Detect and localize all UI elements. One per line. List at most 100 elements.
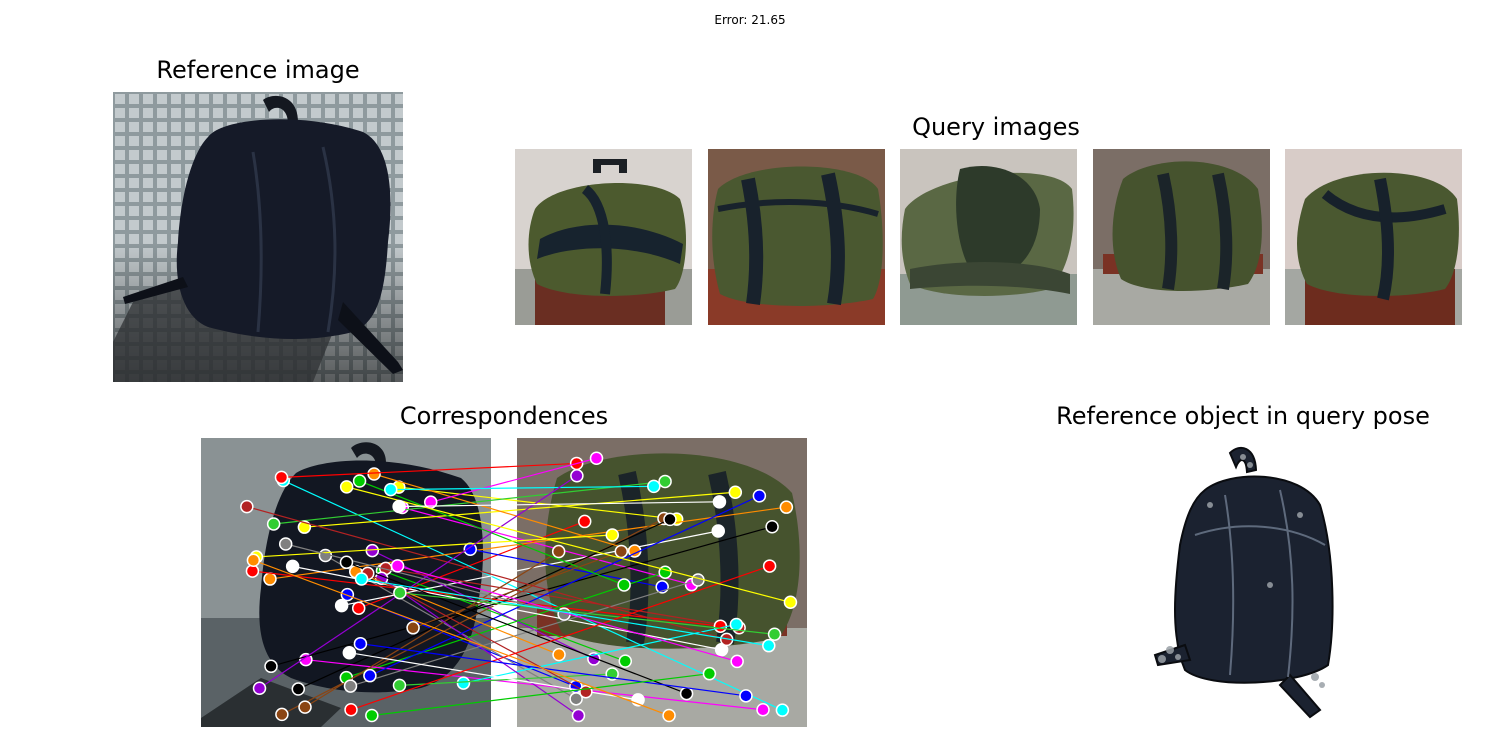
query-image-1[interactable] xyxy=(515,149,692,325)
keypoint-marker xyxy=(752,489,767,503)
match-line xyxy=(361,578,769,647)
keypoint-marker xyxy=(344,703,358,717)
keypoint-marker xyxy=(334,598,349,613)
keypoint-marker xyxy=(406,621,420,635)
keypoint-marker xyxy=(779,500,794,514)
keypoint-marker xyxy=(679,686,694,701)
keypoint-marker xyxy=(392,678,407,693)
keypoint-marker xyxy=(363,668,377,683)
query-image-3[interactable] xyxy=(900,149,1077,325)
match-line xyxy=(402,506,692,586)
keypoint-marker xyxy=(762,559,777,573)
match-line xyxy=(470,548,663,588)
match-line xyxy=(259,475,578,689)
match-line xyxy=(360,643,747,697)
keypoint-marker xyxy=(647,479,661,494)
keypoint-marker xyxy=(298,700,312,714)
keypoint-marker xyxy=(351,601,366,615)
match-line xyxy=(253,559,670,717)
pose-panel-title: Reference object in query pose xyxy=(1056,402,1430,430)
match-line xyxy=(256,534,613,558)
keypoint-marker xyxy=(711,524,725,538)
keypoint-marker xyxy=(240,499,254,514)
keypoint-marker xyxy=(577,514,592,529)
match-line xyxy=(350,579,699,687)
error-text: Error: 21.65 xyxy=(714,13,786,27)
reference-object-render xyxy=(1150,445,1340,720)
match-line xyxy=(430,457,597,503)
keypoint-marker xyxy=(614,544,629,559)
match-line xyxy=(283,479,783,711)
match-line xyxy=(246,506,727,640)
keypoint-marker xyxy=(275,707,289,722)
keypoint-marker xyxy=(266,517,281,531)
keypoint-marker xyxy=(579,684,593,699)
keypoint-marker xyxy=(353,636,368,651)
keypoint-marker xyxy=(728,485,743,500)
match-line xyxy=(399,501,720,508)
correspondences-title: Correspondences xyxy=(399,402,609,430)
match-line xyxy=(399,592,775,635)
query-image-4[interactable] xyxy=(1093,149,1270,325)
keypoint-marker xyxy=(739,689,753,703)
match-line xyxy=(285,543,565,615)
match-line xyxy=(350,565,770,711)
match-line xyxy=(382,570,626,662)
keypoint-marker xyxy=(569,692,583,706)
keypoint-marker xyxy=(339,555,354,570)
keypoint-marker xyxy=(278,537,293,551)
match-line xyxy=(369,495,760,677)
keypoint-marker xyxy=(299,652,313,667)
reference-image xyxy=(113,92,403,382)
keypoint-marker xyxy=(662,708,676,723)
keypoint-marker xyxy=(339,480,354,494)
keypoint-marker xyxy=(390,559,405,573)
keypoint-marker xyxy=(285,559,300,574)
query-image-2[interactable] xyxy=(708,149,885,325)
keypoint-marker xyxy=(663,512,677,527)
match-line xyxy=(397,565,738,663)
keypoint-marker xyxy=(658,474,672,489)
match-line xyxy=(346,561,687,695)
match-line xyxy=(399,673,613,686)
keypoint-marker xyxy=(762,638,776,653)
keypoint-marker xyxy=(551,544,566,559)
keypoint-marker xyxy=(691,573,705,587)
keypoint-marker xyxy=(342,645,357,660)
query-image-5[interactable] xyxy=(1285,149,1462,325)
keypoint-marker xyxy=(264,659,278,674)
keypoint-marker xyxy=(297,520,312,534)
reference-image-title: Reference image xyxy=(156,56,360,84)
keypoint-marker xyxy=(571,708,586,723)
match-line xyxy=(252,570,721,627)
match-line xyxy=(398,486,677,520)
keypoint-marker xyxy=(340,587,355,602)
keypoint-marker xyxy=(263,572,277,586)
keypoint-marker xyxy=(729,617,744,632)
keypoint-marker xyxy=(617,578,631,592)
keypoint-marker xyxy=(274,470,289,485)
keypoint-marker xyxy=(246,553,261,568)
keypoint-marker xyxy=(589,451,604,465)
match-line xyxy=(463,623,737,684)
keypoint-marker xyxy=(765,520,779,534)
match-line xyxy=(385,567,740,629)
keypoint-marker xyxy=(393,585,407,600)
keypoint-marker xyxy=(343,679,358,693)
keypoint-marker xyxy=(775,703,790,717)
keypoint-marker xyxy=(605,528,620,542)
keypoint-marker xyxy=(384,482,398,497)
keypoint-marker xyxy=(713,619,728,633)
keypoint-marker xyxy=(712,495,727,509)
keypoint-marker xyxy=(456,676,471,690)
keypoint-marker xyxy=(570,469,584,483)
keypoint-marker xyxy=(618,654,633,668)
match-line xyxy=(412,550,622,629)
keypoint-marker xyxy=(702,666,717,681)
match-line xyxy=(346,571,666,679)
keypoint-marker xyxy=(783,595,798,610)
match-line xyxy=(390,485,654,491)
keypoint-marker xyxy=(767,627,782,642)
match-line xyxy=(298,518,671,690)
